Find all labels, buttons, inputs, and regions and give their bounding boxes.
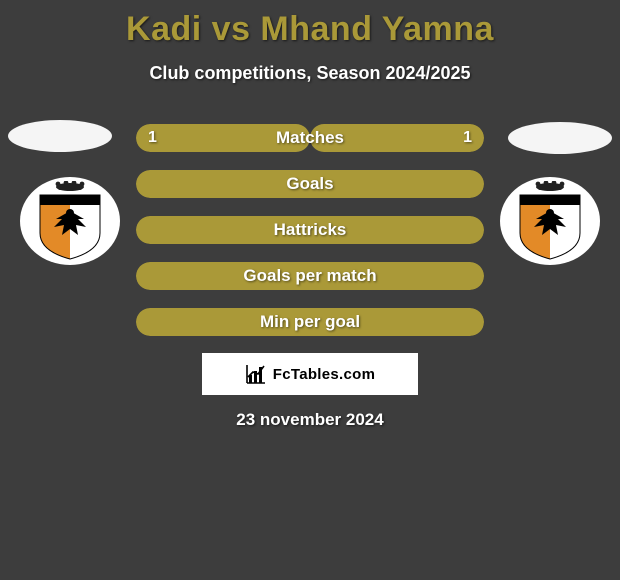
- attribution-text: FcTables.com: [273, 366, 376, 383]
- player-ellipse-right: [508, 122, 612, 154]
- stat-bar: Goals: [136, 170, 484, 198]
- stat-bar: Min per goal: [136, 308, 484, 336]
- stat-bar: Matches1 1: [136, 124, 484, 152]
- club-crest-right: [500, 177, 600, 265]
- player-ellipse-left: [8, 120, 112, 152]
- crest-icon: [34, 181, 106, 261]
- stat-bar: Goals per match: [136, 262, 484, 290]
- stat-bar-label: Matches: [136, 124, 484, 152]
- page-subtitle: Club competitions, Season 2024/2025: [0, 63, 620, 84]
- date-stamp: 23 november 2024: [0, 410, 620, 430]
- attribution-box: FcTables.com: [202, 353, 418, 395]
- stat-bars: Matches1 1 Goals Hattricks Goals per match Mi…: [136, 124, 484, 354]
- stat-bar-value-left: 1: [136, 124, 169, 152]
- club-crest-left: [20, 177, 120, 265]
- stat-bar-label: Goals: [136, 170, 484, 198]
- crest-icon: [514, 181, 586, 261]
- stat-bar-label: Min per goal: [136, 308, 484, 336]
- stat-bar: Hattricks: [136, 216, 484, 244]
- stat-bar-label: Hattricks: [136, 216, 484, 244]
- stat-bar-label: Goals per match: [136, 262, 484, 290]
- page-title: Kadi vs Mhand Yamna: [0, 0, 620, 49]
- attribution-chart-icon: [245, 363, 267, 385]
- stat-bar-value-right: 1: [451, 124, 484, 152]
